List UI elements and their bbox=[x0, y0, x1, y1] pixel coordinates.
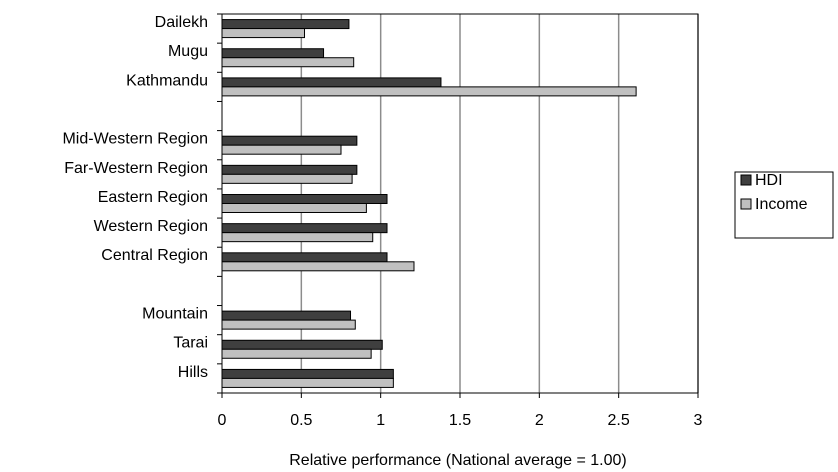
category-label: Dailekh bbox=[155, 14, 208, 31]
category-label: Hills bbox=[178, 364, 208, 381]
category-label: Tarai bbox=[173, 335, 208, 352]
x-tick-label: 1.5 bbox=[449, 412, 471, 429]
category-label: Mountain bbox=[142, 306, 208, 323]
bar-hdi-tarai bbox=[221, 339, 383, 350]
category-label: Kathmandu bbox=[126, 72, 208, 89]
x-tick-labels: 0 0.5 1 1.5 2 2.5 3 bbox=[218, 412, 703, 429]
axes bbox=[217, 13, 699, 398]
legend-label-hdi: HDI bbox=[755, 172, 783, 189]
legend: HDI Income bbox=[734, 171, 834, 239]
bar-hdi-far-western-region bbox=[221, 164, 358, 175]
bar-hdi-central-region bbox=[221, 252, 388, 263]
bar-hdi-mugu bbox=[221, 48, 325, 59]
bar-hdi-hills bbox=[221, 368, 394, 379]
bar-hdi-eastern-region bbox=[221, 194, 388, 204]
x-tick-label: 0.5 bbox=[290, 412, 312, 429]
x-tick-label: 2 bbox=[535, 412, 544, 429]
bar-hdi-mountain bbox=[221, 310, 352, 321]
bar-hdi-western-region bbox=[221, 223, 388, 234]
bar-hdi-mid-western-region bbox=[221, 135, 358, 146]
bar-income-tarai bbox=[221, 348, 372, 359]
x-tick-label: 3 bbox=[694, 412, 703, 429]
category-label: Central Region bbox=[101, 247, 208, 264]
category-label: Eastern Region bbox=[98, 189, 208, 206]
bar-income-hills bbox=[221, 377, 394, 388]
bar-income-mid-western-region bbox=[221, 144, 342, 155]
legend-swatch-income bbox=[740, 198, 752, 210]
x-tick-label: 1 bbox=[376, 412, 385, 429]
bar-income-western-region bbox=[221, 232, 374, 243]
category-label: Mid-Western Region bbox=[62, 131, 208, 148]
bars bbox=[221, 19, 637, 388]
category-label: Western Region bbox=[94, 218, 208, 235]
category-label: Far-Western Region bbox=[64, 160, 208, 177]
x-tick-label: 2.5 bbox=[608, 412, 630, 429]
legend-label-income: Income bbox=[755, 196, 808, 213]
category-labels: Dailekh Mugu Kathmandu Mid-Western Region Fa… bbox=[62, 14, 208, 381]
bar-income-kathmandu bbox=[221, 86, 637, 97]
bar-income-mountain bbox=[221, 319, 356, 330]
bar-income-central-region bbox=[221, 261, 415, 272]
bar-hdi-dailekh bbox=[221, 19, 350, 30]
x-axis-title: Relative performance (National average =… bbox=[289, 452, 627, 469]
bar-income-eastern-region bbox=[221, 203, 367, 213]
bar-income-dailekh bbox=[221, 28, 306, 39]
legend-swatch-hdi bbox=[740, 174, 752, 186]
category-label: Mugu bbox=[168, 43, 208, 60]
x-tick-label: 0 bbox=[218, 412, 227, 429]
bar-income-mugu bbox=[221, 57, 355, 68]
bar-hdi-kathmandu bbox=[221, 77, 442, 88]
bar-income-far-western-region bbox=[221, 173, 353, 184]
